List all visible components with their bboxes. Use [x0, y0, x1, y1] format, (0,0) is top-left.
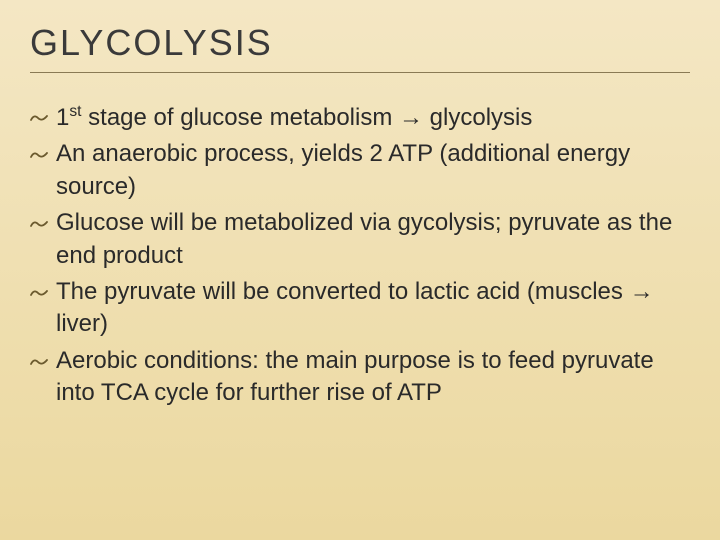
list-item: 1st stage of glucose metabolism → glycol…	[30, 101, 690, 134]
list-item: Aerobic conditions: the main purpose is …	[30, 345, 690, 410]
list-item: Glucose will be metabolized via gycolysi…	[30, 207, 690, 272]
bullet-text: Aerobic conditions: the main purpose is …	[56, 345, 690, 410]
bullet-icon	[30, 103, 48, 133]
bullet-text: 1st stage of glucose metabolism → glycol…	[56, 101, 690, 134]
title-underline	[30, 72, 690, 73]
list-item: The pyruvate will be converted to lactic…	[30, 276, 690, 341]
bullet-icon	[30, 209, 48, 239]
bullet-list: 1st stage of glucose metabolism → glycol…	[30, 101, 690, 410]
bullet-text: Glucose will be metabolized via gycolysi…	[56, 207, 690, 272]
bullet-icon	[30, 278, 48, 308]
bullet-icon	[30, 140, 48, 170]
bullet-text: The pyruvate will be converted to lactic…	[56, 276, 690, 341]
bullet-icon	[30, 347, 48, 377]
slide-title: GLYCOLYSIS	[30, 22, 690, 64]
bullet-text: An anaerobic process, yields 2 ATP (addi…	[56, 138, 690, 203]
list-item: An anaerobic process, yields 2 ATP (addi…	[30, 138, 690, 203]
slide-container: GLYCOLYSIS 1st stage of glucose metaboli…	[0, 0, 720, 540]
